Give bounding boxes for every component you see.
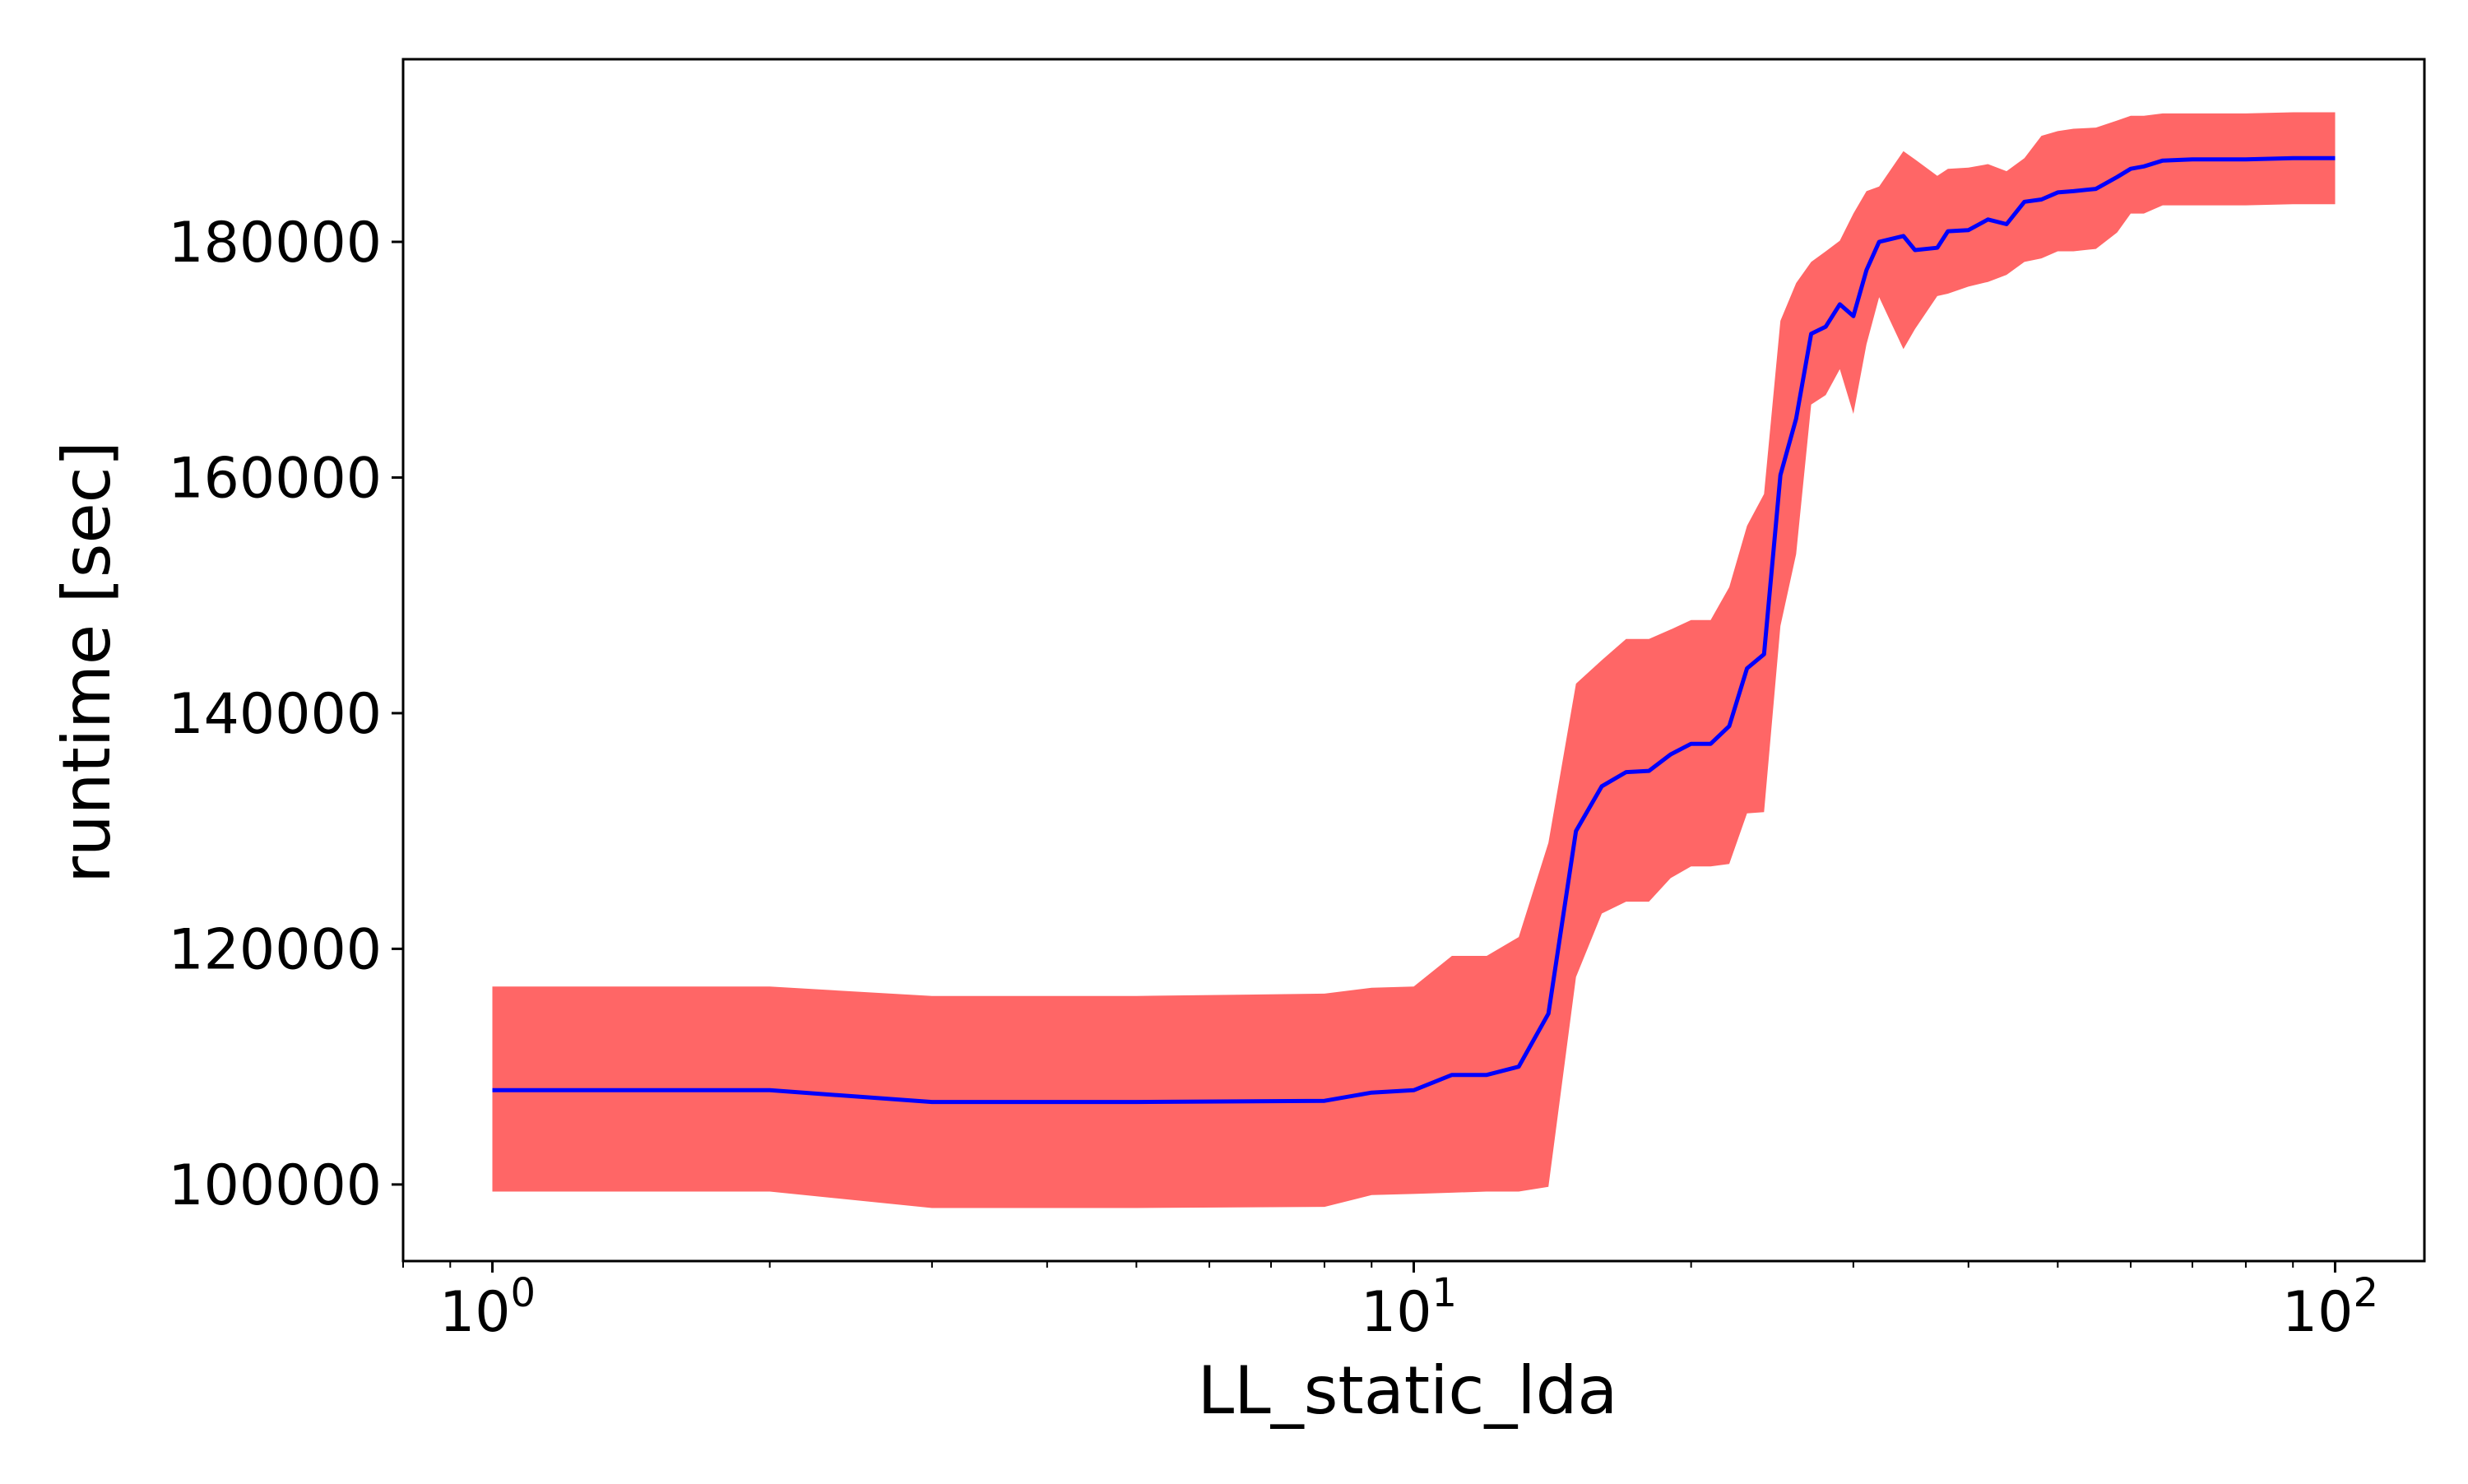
y-tick-label: 180000 — [168, 211, 382, 276]
y-tick-label: 160000 — [168, 446, 382, 511]
y-tick-label: 100000 — [168, 1153, 382, 1218]
band-layer — [492, 112, 2336, 1208]
y-axis-title: runtime [sec] — [49, 441, 125, 883]
y-tick-label: 140000 — [168, 682, 382, 747]
series-line — [492, 155, 2336, 1105]
x-tick-label: 100 — [439, 1270, 536, 1345]
axes-layer: 100000 120000 140000 160000 180000 100 101 102 — [168, 58, 2426, 1345]
x-tick-label: 101 — [1361, 1270, 1457, 1345]
line-layer — [492, 155, 2336, 1105]
x-tick-label: 102 — [2282, 1270, 2378, 1345]
y-tick-label: 120000 — [168, 917, 382, 982]
x-axis-title: LL_static_lda — [1198, 1352, 1618, 1429]
series-band — [492, 112, 2336, 1208]
